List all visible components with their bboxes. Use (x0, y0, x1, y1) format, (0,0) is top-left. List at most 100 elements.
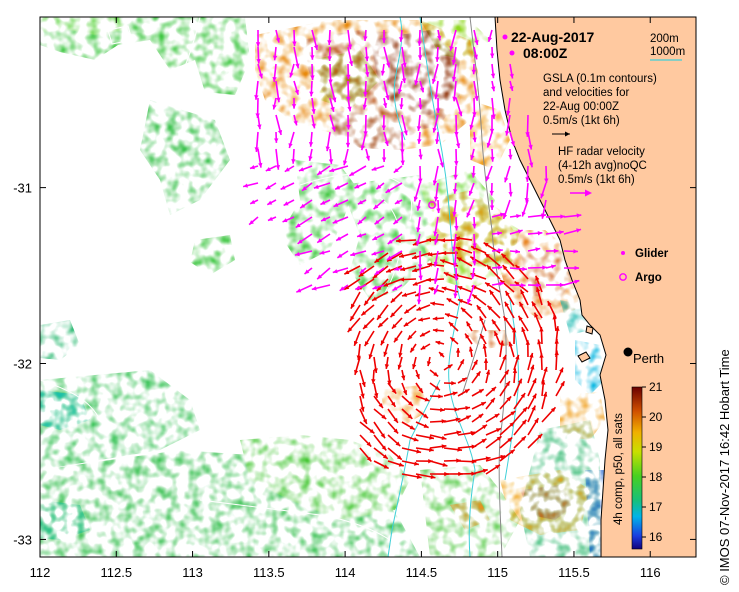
gsla-arrow (294, 250, 313, 257)
hf-arrow (387, 460, 404, 467)
gsla-arrow (295, 216, 313, 229)
gsla-arrow (416, 199, 421, 211)
hf-arrow (429, 382, 441, 391)
gsla-arrow (509, 229, 523, 235)
gsla-arrow (308, 148, 313, 162)
hf-arrow (446, 297, 459, 306)
gsla-arrow (265, 182, 277, 191)
gsla-arrow (416, 216, 421, 233)
hf-arrow (539, 353, 544, 371)
hf-arrow (512, 327, 517, 345)
gsla-arrow (436, 199, 441, 214)
hf-arrow (353, 330, 361, 347)
rottnest-island (577, 351, 591, 363)
gsla-arrow (311, 114, 316, 129)
gsla-arrow (311, 284, 331, 291)
hf-arrow (527, 352, 534, 371)
hf-arrow (377, 317, 389, 328)
gsla-arrow (272, 63, 277, 82)
hf-arrow (401, 291, 417, 297)
gsla-arrow (325, 131, 331, 152)
gsla-arrow (509, 283, 526, 288)
colorbar-tick-label: 20 (649, 410, 663, 424)
gsla-arrow (454, 216, 459, 231)
gsla-arrow (487, 29, 493, 43)
hf-arrow (465, 321, 473, 332)
hf-arrow (448, 321, 459, 332)
gsla-arrow (372, 233, 385, 241)
hf-arrow (401, 447, 422, 454)
hf-arrow (457, 430, 476, 436)
hf-arrow (387, 395, 397, 408)
gsla-arrow (435, 97, 441, 113)
axes: 112 112.5 113 113.5 114 114.5 115 115.5 116 -31 -3… (13, 17, 696, 580)
gsla-arrow (280, 182, 295, 191)
hf-arrow (513, 354, 520, 371)
hf-arrow (401, 395, 414, 407)
gsla-arrow (432, 165, 439, 186)
gsla-arrow (346, 63, 351, 80)
gsla-arrow (386, 250, 403, 261)
hf-arrow (499, 354, 507, 371)
gsla-arrow (434, 80, 439, 100)
gsla-arrow (320, 199, 331, 206)
hf-arrow (468, 346, 474, 358)
gsla-arrow (490, 148, 495, 162)
gsla-arrow (293, 46, 300, 69)
gsla-arrow (332, 267, 349, 274)
hf-arrow (539, 326, 544, 345)
hf-arrow (499, 436, 513, 449)
hf-arrow (358, 265, 375, 278)
hf-arrow (527, 378, 537, 397)
gsla-arrow (473, 80, 479, 101)
depth-1000-label: 1000m (650, 46, 685, 58)
gsla-arrow (257, 114, 262, 130)
hf-arrow (443, 380, 456, 386)
gsla-arrow (383, 131, 389, 147)
hf-arrow (401, 473, 422, 479)
hf-arrow (457, 359, 465, 371)
gsla-arrow (363, 29, 368, 41)
gsla-arrow (313, 182, 331, 189)
gsla-arrow (327, 46, 332, 61)
gsla-arrow (329, 165, 349, 173)
gsla-arrow (471, 63, 476, 75)
gsla-arrow (365, 148, 370, 161)
hf-arrow (387, 382, 397, 395)
credit-text: © IMOS 07-Nov-2017 16:42 Hobart Time (717, 349, 732, 585)
gsla-arrow (491, 248, 503, 253)
gsla-arrow (418, 165, 423, 184)
gsla-arrow (527, 231, 543, 236)
lon-tick-label: 114.5 (406, 565, 438, 580)
gsla-arrow (397, 80, 403, 94)
gsla-arrow (527, 148, 534, 168)
gsla-arrow (431, 63, 439, 84)
gsla-arrow (470, 148, 475, 161)
hf-arrow (541, 406, 557, 423)
header-date: 22-Aug-2017 (511, 29, 594, 45)
gsla-arrow (272, 46, 278, 61)
gsla-arrow (381, 114, 386, 131)
hf-arrow (373, 408, 387, 420)
gsla-arrow (288, 131, 295, 149)
gsla-arrow (468, 182, 475, 196)
lat-tick-label: -32 (13, 357, 32, 372)
argo-legend-label: Argo (635, 272, 662, 284)
hf-arrow (536, 286, 543, 306)
hf-arrow (513, 406, 528, 423)
hf-arrow (460, 307, 473, 319)
hf-arrow (483, 358, 489, 371)
hf-arrow (527, 417, 540, 436)
hf-arrow (373, 421, 386, 439)
hf-arrow (535, 275, 543, 293)
gsla-arrow (335, 233, 349, 242)
gsla-arrow (248, 216, 259, 226)
hf-arrow (349, 304, 361, 322)
glider-marker (509, 50, 515, 56)
hf-arrow (373, 395, 384, 409)
hf-arrow (401, 434, 419, 442)
hf-arrow (541, 379, 546, 397)
gsla-arrow (451, 46, 457, 65)
gsla-arrow (334, 182, 349, 191)
lon-tick-label: 116 (640, 565, 661, 580)
